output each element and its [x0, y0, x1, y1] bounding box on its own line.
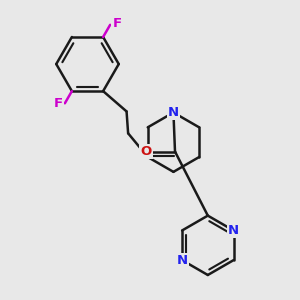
Text: F: F — [53, 98, 62, 110]
Text: O: O — [140, 145, 152, 158]
Text: N: N — [228, 224, 239, 237]
Text: N: N — [168, 106, 179, 119]
Text: F: F — [112, 17, 122, 30]
Text: N: N — [176, 254, 188, 267]
